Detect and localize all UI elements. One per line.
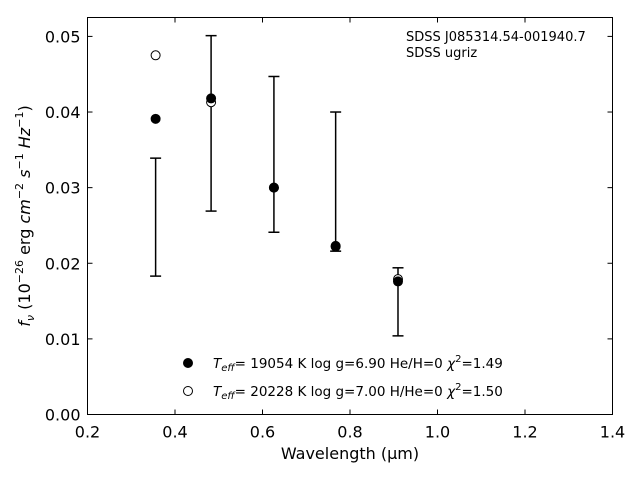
y-tick-label: 0.02 <box>45 254 81 273</box>
legend-marker-filled <box>183 358 193 368</box>
data-point-filled <box>330 240 341 251</box>
x-tick-label: 0.8 <box>337 423 362 442</box>
legend-marker-open <box>183 386 193 396</box>
x-tick-label: 0.6 <box>250 423 275 442</box>
y-tick-label: 0.00 <box>45 406 81 425</box>
data-point-filled <box>268 182 279 193</box>
data-point-open <box>150 50 161 61</box>
data-point-filled <box>206 93 217 104</box>
x-axis-ticks: 0.2 0.4 0.6 0.8 1.0 1.2 1.4 <box>75 17 625 442</box>
y-tick-label: 0.04 <box>45 103 81 122</box>
annotation-filter-set: SDSS ugriz <box>406 46 477 61</box>
y-tick-label: 0.03 <box>45 179 81 198</box>
model-markers <box>150 50 403 287</box>
data-point-filled <box>392 276 403 287</box>
observed-error-bars <box>150 34 404 337</box>
x-tick-label: 1.2 <box>512 423 537 442</box>
plot-frame <box>87 17 613 415</box>
x-tick-label: 1.0 <box>425 423 450 442</box>
x-tick-label: 0.2 <box>75 423 100 442</box>
y-tick-label: 0.01 <box>45 330 81 349</box>
x-axis-label: Wavelength (μm) <box>281 444 419 463</box>
x-tick-label: 0.4 <box>162 423 187 442</box>
data-point-filled <box>150 113 161 124</box>
legend-entry-1: Teff= 19054 K log g=6.90 He/H=0 χ2=1.49 <box>213 354 503 374</box>
y-tick-label: 0.05 <box>45 27 81 46</box>
annotation-object-name: SDSS J085314.54-001940.7 <box>406 30 586 45</box>
legend-entry-2: Teff= 20228 K log g=7.00 H/He=0 χ2=1.50 <box>213 382 503 402</box>
x-tick-label: 1.4 <box>600 423 625 442</box>
y-axis-label: fν (10−26 erg cm−2 s−1 Hz−1) <box>13 105 37 326</box>
legend: Teff= 19054 K log g=6.90 He/H=0 χ2=1.49 … <box>183 354 503 402</box>
y-axis-ticks: 0.00 0.01 0.02 0.03 0.04 0.05 <box>45 27 613 425</box>
